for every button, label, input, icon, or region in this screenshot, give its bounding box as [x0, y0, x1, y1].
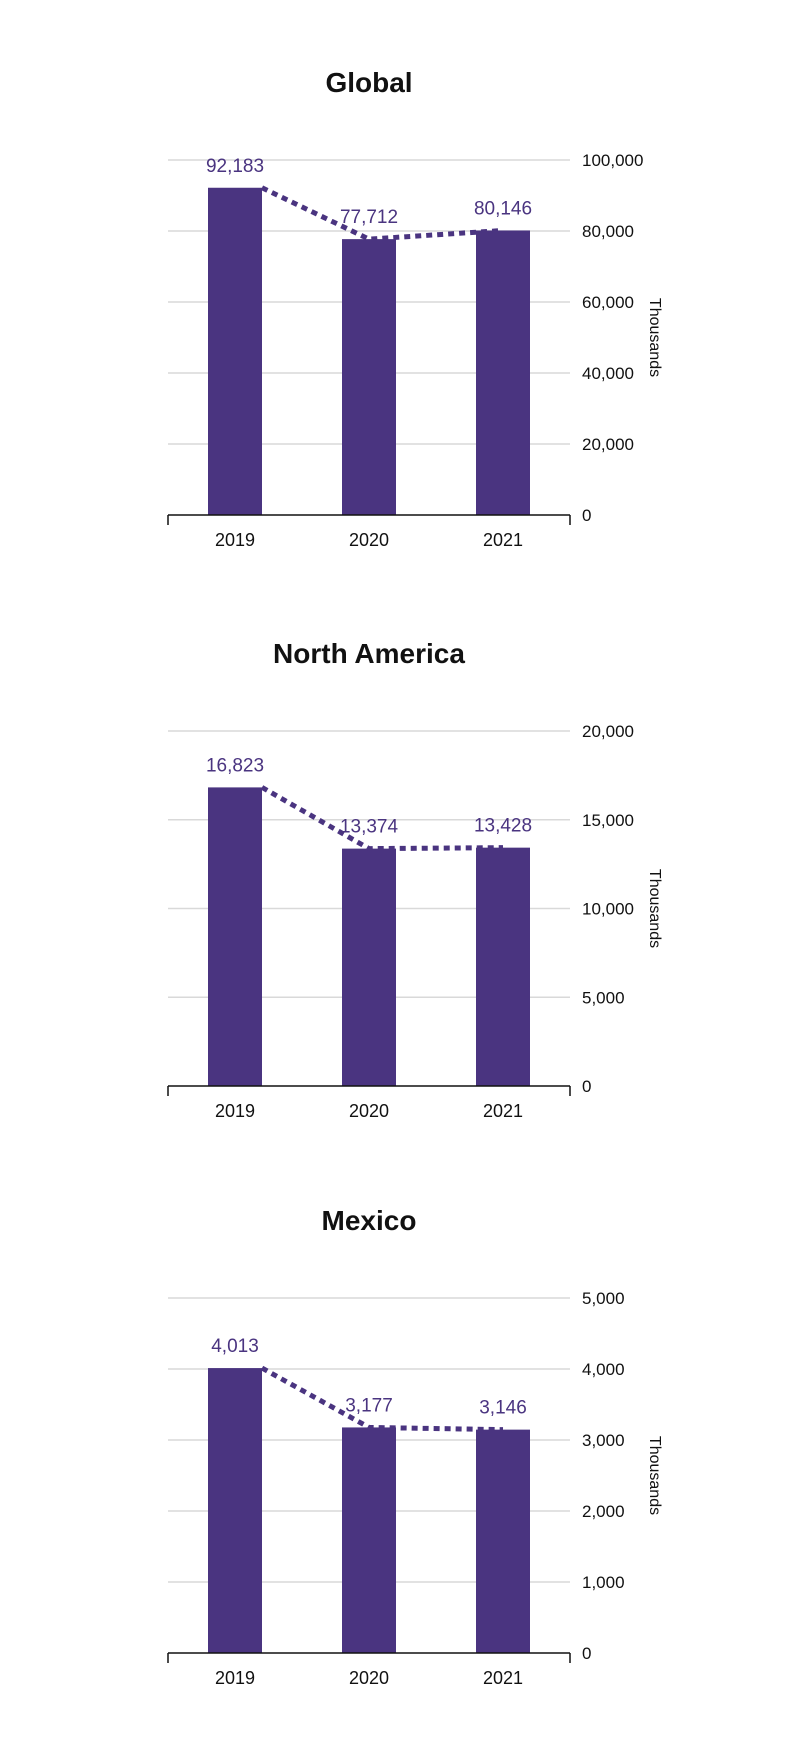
bar: [208, 1368, 262, 1653]
y-tick-label: 0: [582, 1644, 591, 1663]
y-tick-label: 40,000: [582, 364, 634, 383]
bar: [476, 1429, 530, 1653]
chart-title: Global: [325, 67, 412, 98]
bar: [342, 848, 396, 1086]
y-tick-label: 20,000: [582, 435, 634, 454]
chart-title: Mexico: [322, 1205, 417, 1236]
trend-line: [260, 785, 504, 852]
y-tick-label: 80,000: [582, 222, 634, 241]
chart-panel: Mexico 0 1,000 2,000 3,000 4,000 5,000 Thousand…: [167, 1205, 663, 1688]
data-label: 80,146: [474, 198, 532, 219]
bar: [342, 239, 396, 515]
bar: [476, 230, 530, 516]
y-axis-label: Thousands: [646, 298, 663, 377]
data-label: 13,374: [340, 817, 399, 838]
y-tick-label: 15,000: [582, 811, 634, 830]
x-tick-label: 2020: [349, 1101, 389, 1121]
x-tick-label: 2020: [349, 1668, 389, 1688]
y-tick-label: 60,000: [582, 293, 634, 312]
x-tick-label: 2021: [483, 530, 523, 550]
data-label: 13,428: [474, 816, 532, 837]
y-tick-label: 1,000: [582, 1573, 625, 1592]
x-tick-label: 2019: [215, 1668, 255, 1688]
y-tick-label: 5,000: [582, 988, 625, 1007]
data-label: 4,013: [211, 1336, 259, 1357]
y-tick-label: 0: [582, 506, 591, 525]
y-tick-label: 5,000: [582, 1289, 625, 1308]
x-tick-label: 2021: [483, 1668, 523, 1688]
y-axis-label: Thousands: [646, 869, 663, 948]
y-tick-label: 10,000: [582, 900, 634, 919]
bar: [476, 847, 530, 1086]
trend-line: [260, 1365, 504, 1433]
data-label: 77,712: [340, 207, 398, 228]
bar: [208, 787, 262, 1086]
bar: [208, 187, 262, 515]
chart-panel: North America 0 5,000 10,000 15,000 20,000 Tho…: [167, 638, 663, 1121]
data-label: 92,183: [206, 156, 264, 177]
y-tick-label: 100,000: [582, 151, 643, 170]
x-tick-label: 2019: [215, 1101, 255, 1121]
x-tick-label: 2019: [215, 530, 255, 550]
y-tick-label: 2,000: [582, 1502, 625, 1521]
y-tick-label: 20,000: [582, 722, 634, 741]
y-tick-label: 3,000: [582, 1431, 625, 1450]
x-tick-label: 2021: [483, 1101, 523, 1121]
y-axis-label: Thousands: [646, 1436, 663, 1515]
x-tick-label: 2020: [349, 530, 389, 550]
bar: [342, 1427, 396, 1653]
data-label: 16,823: [206, 755, 264, 776]
chart-panel: Global 0 20,000 40,000 60,000 80,000 100,000 Th…: [167, 67, 663, 550]
data-label: 3,177: [345, 1395, 393, 1416]
chart-title: North America: [273, 638, 465, 669]
data-label: 3,146: [479, 1398, 527, 1419]
y-tick-label: 0: [582, 1077, 591, 1096]
y-tick-label: 4,000: [582, 1360, 625, 1379]
